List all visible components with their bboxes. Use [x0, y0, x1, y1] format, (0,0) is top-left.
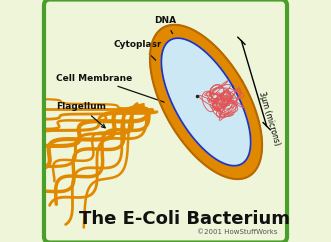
Text: Cytoplasm: Cytoplasm: [113, 40, 181, 84]
Text: 3μm (microns): 3μm (microns): [257, 91, 282, 147]
Polygon shape: [157, 34, 255, 170]
Polygon shape: [150, 25, 262, 179]
Text: The E-Coli Bacterium: The E-Coli Bacterium: [79, 210, 290, 228]
Polygon shape: [161, 38, 251, 166]
Text: Cell Membrane: Cell Membrane: [56, 74, 171, 105]
Text: ©2001 HowStuffWorks: ©2001 HowStuffWorks: [197, 229, 277, 235]
FancyBboxPatch shape: [44, 0, 287, 242]
Text: DNA: DNA: [155, 16, 182, 51]
Text: Flagellum: Flagellum: [56, 102, 106, 128]
